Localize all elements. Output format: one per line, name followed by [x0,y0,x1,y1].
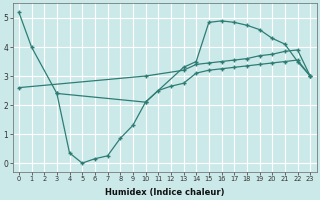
X-axis label: Humidex (Indice chaleur): Humidex (Indice chaleur) [105,188,224,197]
